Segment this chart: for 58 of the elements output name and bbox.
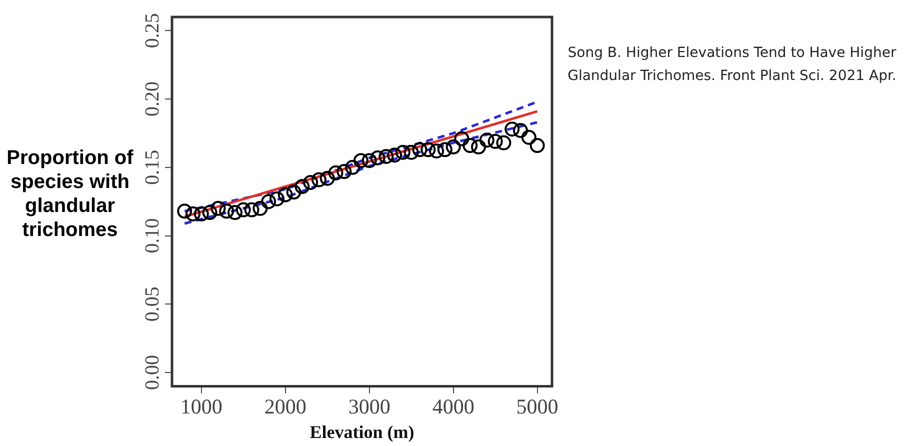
y-axis-title: Proportion of species with glandular trichomes [6,146,134,242]
x-axis-title: Elevation (m) [310,422,414,442]
point [286,184,302,200]
x-tick-label: 1000 [180,394,222,418]
point [345,160,360,175]
point [488,134,503,149]
x-tick-label: 5000 [516,394,558,418]
point [412,142,428,158]
point [336,164,352,180]
point [210,200,226,216]
point [328,165,344,180]
point [194,206,209,222]
x-tick-label: 4000 [432,394,474,418]
point [320,170,335,186]
point [513,122,528,138]
point [496,135,512,150]
point [429,144,444,159]
point [404,144,419,160]
point [219,204,234,219]
point [395,144,410,160]
y-tick-label: 0.25 [141,13,164,48]
point [236,202,251,218]
point [185,206,200,222]
point [454,131,470,146]
point [479,132,494,148]
point [227,205,242,220]
point [244,202,260,218]
point [462,138,478,154]
y-tick-label: 0.15 [141,150,164,185]
point [437,142,452,158]
point [521,130,536,145]
point [530,138,545,154]
point [362,153,377,168]
point [446,139,461,154]
x-tick-label: 2000 [264,394,306,418]
line-series [183,121,539,225]
point [303,174,318,190]
point [269,191,284,206]
y-tick-label: 0.00 [141,355,164,390]
point [261,194,276,210]
point [278,187,293,202]
y-tick-label: 0.20 [141,82,164,117]
point [387,148,402,163]
point [311,172,326,188]
point [378,148,394,164]
point [370,150,386,166]
point [353,153,368,168]
y-tick-label: 0.10 [141,218,164,254]
point [177,204,192,219]
point [202,205,218,220]
point [471,139,486,154]
point [294,179,310,194]
text: Song B. Higher Elevations Tend to Have Higher Glandular Trichomes. Front Plant Sci. 2021 Apr. [566,44,898,86]
point [504,122,520,137]
point [252,200,268,216]
x-tick-label: 3000 [348,394,390,418]
point [420,142,436,158]
y-tick-label: 0.05 [141,286,164,322]
